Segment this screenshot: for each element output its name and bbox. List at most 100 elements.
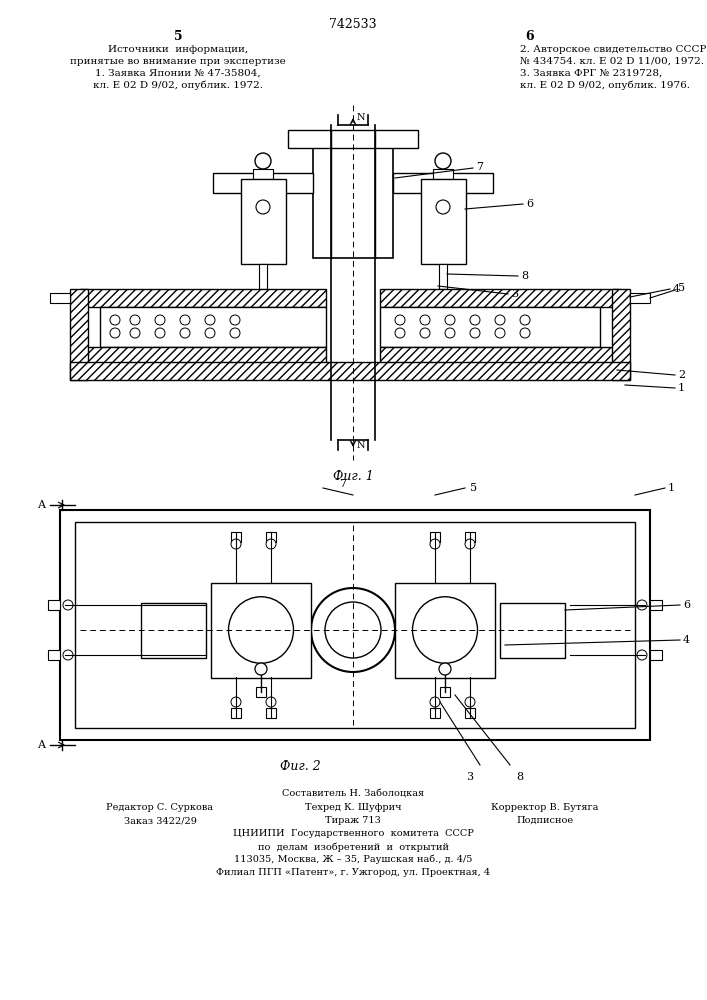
Text: принятые во внимание при экспертизе: принятые во внимание при экспертизе — [70, 57, 286, 66]
Text: Источники  информации,: Источники информации, — [108, 45, 248, 54]
Circle shape — [637, 650, 647, 660]
Text: 8: 8 — [516, 772, 524, 782]
Text: 1. Заявка Японии № 47-35804,: 1. Заявка Японии № 47-35804, — [95, 69, 261, 78]
Bar — [70, 289, 88, 380]
Text: Подписное: Подписное — [516, 816, 573, 825]
Text: 4: 4 — [683, 635, 690, 645]
Ellipse shape — [228, 597, 293, 663]
Bar — [395, 583, 495, 678]
Bar — [500, 603, 565, 658]
Bar — [430, 532, 440, 542]
Circle shape — [436, 200, 450, 214]
Bar — [231, 532, 241, 542]
Circle shape — [266, 539, 276, 549]
Text: Фиг. 1: Фиг. 1 — [332, 470, 373, 483]
Bar — [465, 708, 475, 718]
Text: 1: 1 — [678, 383, 685, 393]
Text: 6: 6 — [683, 600, 690, 610]
Circle shape — [155, 328, 165, 338]
Circle shape — [430, 539, 440, 549]
Text: 1: 1 — [668, 483, 675, 493]
Bar — [288, 130, 418, 148]
Circle shape — [637, 600, 647, 610]
Bar — [430, 708, 440, 718]
Bar — [465, 532, 475, 542]
Circle shape — [395, 328, 405, 338]
Circle shape — [266, 697, 276, 707]
Text: N: N — [357, 440, 366, 450]
Circle shape — [430, 697, 440, 707]
Circle shape — [420, 315, 430, 325]
Circle shape — [63, 600, 73, 610]
Circle shape — [495, 328, 505, 338]
Bar — [393, 173, 493, 193]
Circle shape — [231, 697, 241, 707]
Text: по  делам  изобретений  и  открытий: по делам изобретений и открытий — [257, 842, 448, 852]
Circle shape — [130, 315, 140, 325]
Circle shape — [180, 328, 190, 338]
Bar — [241, 179, 286, 264]
Circle shape — [520, 328, 530, 338]
Bar — [380, 307, 600, 347]
Ellipse shape — [412, 597, 477, 663]
Text: Фиг. 2: Фиг. 2 — [280, 760, 320, 773]
Text: кл. Е 02 D 9/02, опублик. 1976.: кл. Е 02 D 9/02, опублик. 1976. — [520, 81, 690, 91]
Circle shape — [439, 663, 451, 675]
Circle shape — [255, 153, 271, 169]
Text: 2: 2 — [678, 370, 685, 380]
Circle shape — [231, 539, 241, 549]
Circle shape — [180, 315, 190, 325]
Bar — [70, 362, 630, 380]
Text: 5: 5 — [678, 283, 685, 293]
Text: 6: 6 — [526, 30, 534, 43]
Bar — [650, 600, 662, 610]
Text: 5: 5 — [174, 30, 182, 43]
Bar — [48, 650, 60, 660]
Circle shape — [465, 539, 475, 549]
Text: A: A — [37, 500, 45, 510]
Circle shape — [445, 328, 455, 338]
Text: кл. Е 02 D 9/02, опублик. 1972.: кл. Е 02 D 9/02, опублик. 1972. — [93, 81, 263, 91]
Bar — [630, 293, 650, 303]
Circle shape — [205, 328, 215, 338]
Text: Редактор С. Суркова: Редактор С. Суркова — [107, 803, 214, 812]
Text: 6: 6 — [526, 199, 533, 209]
Bar — [211, 583, 311, 678]
Bar — [60, 510, 650, 740]
Text: 113035, Москва, Ж – 35, Раушская наб., д. 4/5: 113035, Москва, Ж – 35, Раушская наб., д… — [234, 855, 472, 864]
Text: N: N — [357, 113, 366, 122]
Circle shape — [130, 328, 140, 338]
Text: 3. Заявка ФРГ № 2319728,: 3. Заявка ФРГ № 2319728, — [520, 69, 662, 78]
Text: Составитель Н. Заболоцкая: Составитель Н. Заболоцкая — [282, 790, 424, 799]
Bar — [50, 293, 70, 303]
Text: 2. Авторское свидетельство СССР: 2. Авторское свидетельство СССР — [520, 45, 706, 54]
Circle shape — [205, 315, 215, 325]
Bar — [380, 289, 620, 307]
Bar — [256, 687, 266, 697]
Text: 3: 3 — [511, 289, 518, 299]
Circle shape — [110, 328, 120, 338]
Circle shape — [256, 200, 270, 214]
Bar — [141, 603, 206, 658]
Circle shape — [435, 153, 451, 169]
Circle shape — [470, 315, 480, 325]
Circle shape — [445, 315, 455, 325]
Circle shape — [395, 315, 405, 325]
Circle shape — [230, 328, 240, 338]
Circle shape — [495, 315, 505, 325]
Text: Заказ 3422/29: Заказ 3422/29 — [124, 816, 197, 825]
Text: 8: 8 — [521, 271, 528, 281]
Bar — [650, 650, 662, 660]
Bar — [612, 289, 630, 380]
Circle shape — [470, 328, 480, 338]
Text: № 434754. кл. Е 02 D 11/00, 1972.: № 434754. кл. Е 02 D 11/00, 1972. — [520, 57, 704, 66]
Text: Корректор В. Бутяга: Корректор В. Бутяга — [491, 803, 599, 812]
Circle shape — [155, 315, 165, 325]
Bar — [100, 307, 326, 347]
Bar — [380, 347, 620, 365]
Circle shape — [325, 602, 381, 658]
Bar — [80, 347, 326, 365]
Bar — [80, 289, 326, 307]
Bar — [213, 173, 313, 193]
Text: 3: 3 — [467, 772, 474, 782]
